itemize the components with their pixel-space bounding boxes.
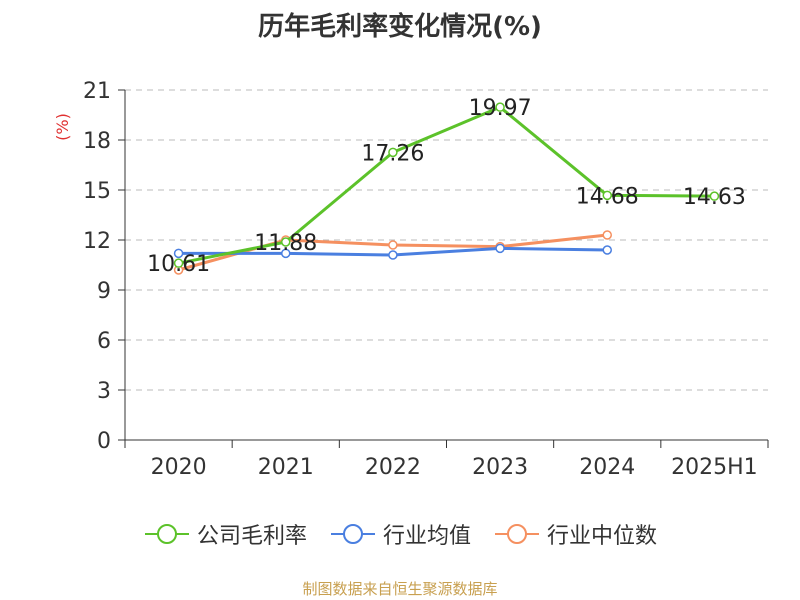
x-tick-label: 2024: [579, 455, 635, 480]
data-point: [388, 240, 398, 250]
data-point: [709, 191, 720, 201]
legend-swatch: [495, 524, 539, 544]
data-point: [281, 248, 291, 259]
series-line: [178, 105, 715, 265]
data-point: [173, 248, 184, 259]
data-point: [388, 147, 398, 158]
data-point: [602, 230, 612, 240]
x-tick-label: 2021: [258, 455, 314, 480]
data-point: [495, 243, 505, 254]
chart-title: 历年毛利率变化情况(%): [258, 12, 542, 42]
legend-item[interactable]: 行业均值: [329, 518, 471, 550]
x-tick-label: 2022: [365, 455, 421, 480]
y-tick-label: 12: [83, 229, 111, 254]
legend-label: 公司毛利率: [196, 524, 307, 549]
data-point: [602, 245, 612, 255]
x-tick-label: 2023: [472, 455, 528, 480]
y-tick-label: 15: [83, 179, 111, 204]
y-tick-label: 3: [97, 379, 111, 404]
y-tick-label: 9: [97, 279, 111, 304]
data-label: 19.97: [469, 96, 532, 121]
y-tick-label: 6: [97, 329, 111, 354]
legend-label: 行业中位数: [547, 524, 658, 549]
y-tick-label: 18: [83, 129, 111, 154]
data-label: 10.61: [147, 252, 210, 277]
data-label: 17.26: [361, 141, 424, 166]
legend-swatch: [144, 524, 189, 544]
data-point: [602, 190, 612, 201]
legend-item[interactable]: 行业中位数: [493, 518, 657, 550]
data-label: 14.68: [576, 184, 639, 209]
y-tick-label: 21: [83, 79, 111, 104]
legend: 公司毛利率 行业均值 行业中位数: [0, 518, 800, 550]
y-axis-label: (%): [53, 113, 72, 141]
legend-swatch: [330, 524, 375, 544]
data-label: 11.88: [254, 231, 317, 256]
data-point: [173, 258, 184, 268]
y-tick-label: 0: [97, 429, 111, 454]
data-point: [388, 250, 398, 260]
x-tick-label: 2025H1: [671, 455, 758, 480]
data-label: 14.63: [683, 185, 746, 210]
data-point: [495, 102, 505, 112]
data-point: [281, 237, 291, 247]
x-tick-label: 2020: [151, 455, 207, 480]
legend-label: 行业均值: [382, 524, 471, 549]
legend-item[interactable]: 公司毛利率: [143, 518, 307, 550]
source-note: 制图数据来自恒生聚源数据库: [302, 580, 498, 598]
